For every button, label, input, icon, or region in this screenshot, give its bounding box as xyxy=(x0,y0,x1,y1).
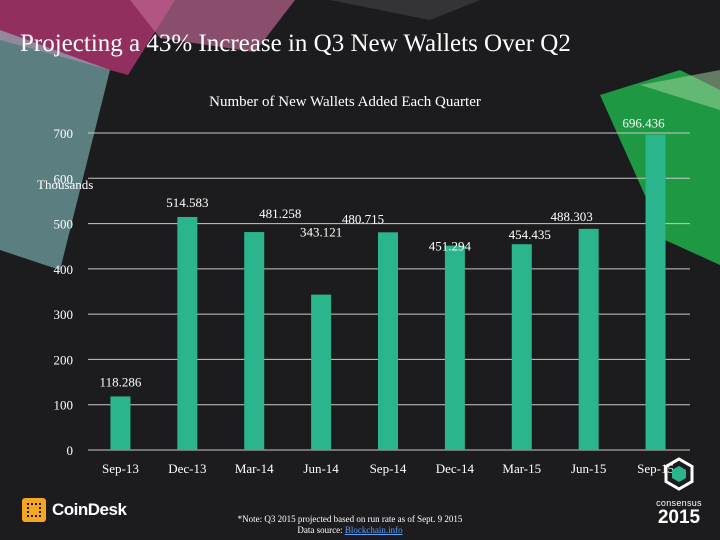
x-tick-label: Jun-15 xyxy=(571,461,606,476)
consensus-year: 2015 xyxy=(657,507,701,528)
data-source-line: Data source: Blockchain.info xyxy=(200,525,500,536)
y-tick-label: 200 xyxy=(54,352,74,367)
data-label: 118.286 xyxy=(100,374,142,389)
y-tick-label: 700 xyxy=(54,126,74,141)
bar xyxy=(578,228,599,450)
coindesk-logo: CoinDesk xyxy=(22,498,127,522)
y-tick-label: 300 xyxy=(54,307,74,322)
x-tick-label: Dec-13 xyxy=(168,461,206,476)
data-label: 480.715 xyxy=(342,211,384,226)
data-source-link[interactable]: Blockchain.info xyxy=(344,525,403,535)
y-tick-label: 500 xyxy=(54,217,74,232)
y-tick-label: 0 xyxy=(67,443,74,458)
x-tick-label: Jun-14 xyxy=(303,461,339,476)
bar xyxy=(244,232,265,450)
bar xyxy=(511,244,532,450)
data-label: 514.583 xyxy=(166,195,208,210)
x-tick-label: Mar-14 xyxy=(235,461,274,476)
chart-title: Number of New Wallets Added Each Quarter xyxy=(209,94,481,110)
bar xyxy=(444,245,465,450)
bar xyxy=(378,232,398,450)
data-label: 451.294 xyxy=(429,239,472,254)
footnote: *Note: Q3 2015 projected based on run ra… xyxy=(200,514,500,536)
x-tick-label: Sep-13 xyxy=(102,461,139,476)
consensus-wordmark: consensus xyxy=(656,498,702,508)
x-tick-label: Mar-15 xyxy=(502,461,541,476)
y-axis-unit-label: Thousands xyxy=(37,177,94,192)
data-label: 481.258 xyxy=(259,206,301,221)
projection-note: *Note: Q3 2015 projected based on run ra… xyxy=(237,514,463,524)
bar xyxy=(311,294,332,450)
coindesk-icon xyxy=(22,498,46,522)
x-tick-label: Sep-14 xyxy=(370,461,407,476)
data-source-prefix: Data source: xyxy=(297,525,345,535)
data-label: 696.436 xyxy=(622,116,665,131)
data-label: 343.121 xyxy=(300,225,342,240)
y-tick-label: 400 xyxy=(54,262,74,277)
consensus-hexagon-icon xyxy=(664,457,694,491)
slide-title: Projecting a 43% Increase in Q3 New Wall… xyxy=(20,30,571,57)
coindesk-wordmark: CoinDesk xyxy=(52,500,127,519)
bar xyxy=(645,134,666,450)
consensus-logo: consensus 2015 xyxy=(648,457,710,528)
y-tick-label: 600 xyxy=(54,171,74,186)
data-label: 488.303 xyxy=(551,209,593,224)
bar xyxy=(110,396,131,450)
bar xyxy=(177,216,198,450)
y-tick-label: 100 xyxy=(54,398,74,413)
data-label: 454.435 xyxy=(509,227,551,242)
x-tick-label: Dec-14 xyxy=(436,461,475,476)
